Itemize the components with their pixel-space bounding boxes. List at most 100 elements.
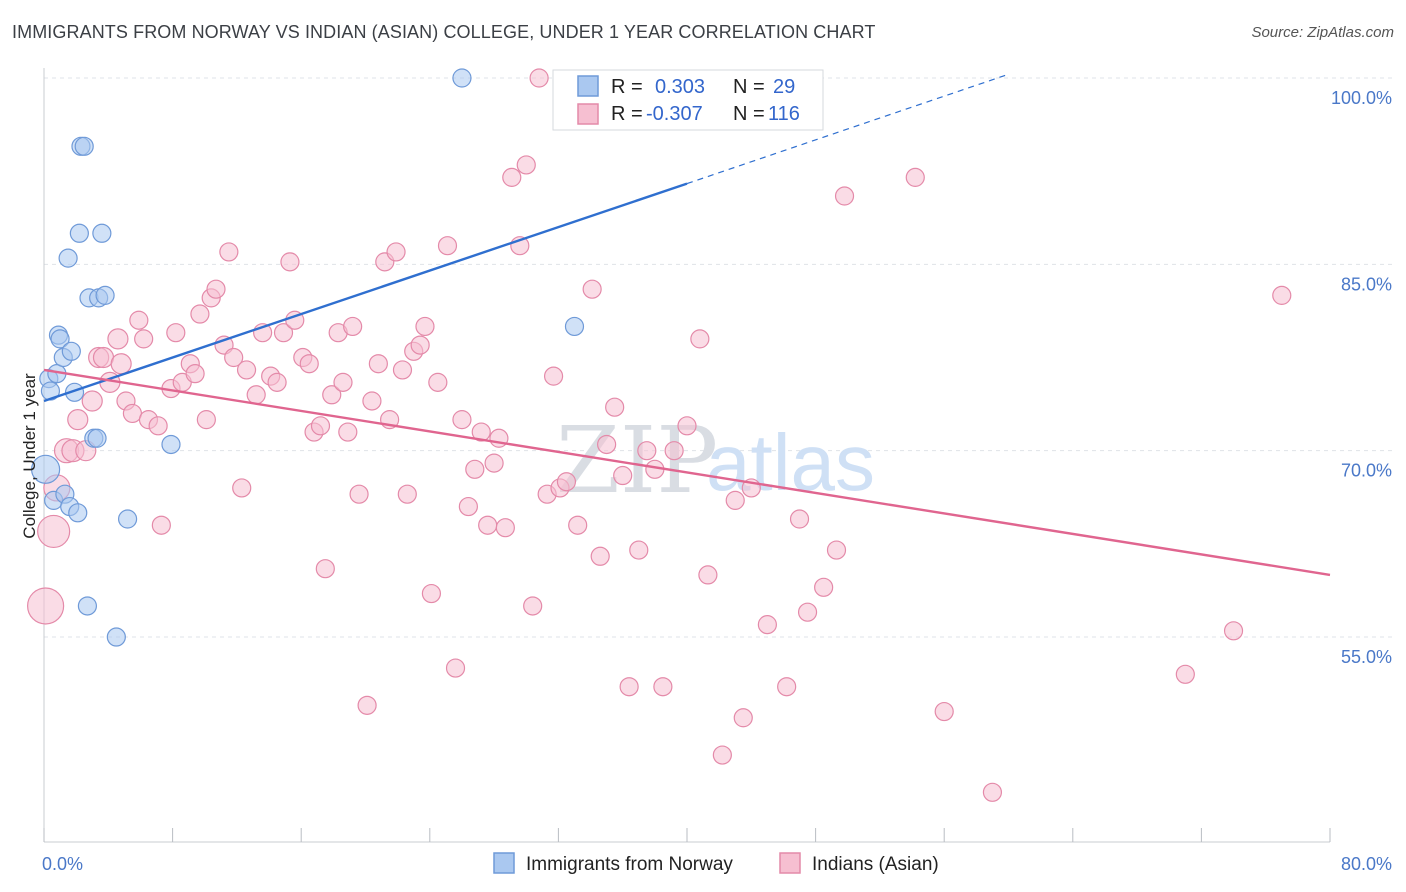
data-point-indians	[677, 416, 697, 436]
data-point-indians	[415, 316, 435, 337]
data-point-indians	[582, 279, 602, 299]
trend-line-indians	[43, 368, 1331, 577]
data-point-indians	[458, 496, 478, 517]
data-point-indians	[190, 304, 210, 324]
data-point-indians	[529, 68, 549, 88]
data-point-indians	[445, 658, 466, 678]
data-point-indians	[590, 546, 610, 566]
data-point-indians	[428, 372, 448, 392]
data-point-indians	[777, 677, 797, 697]
data-point-norway	[117, 509, 138, 529]
x-tick-labels: 0.0% 80.0%	[42, 854, 1392, 874]
data-point-norway	[61, 341, 81, 361]
data-point-indians	[712, 745, 732, 765]
data-point-indians	[516, 155, 536, 175]
data-point-indians	[653, 677, 673, 697]
data-point-indians	[338, 422, 358, 442]
data-point-indians	[797, 602, 818, 622]
y-tick-label: 55.0%	[1341, 647, 1392, 667]
data-point-norway	[68, 503, 88, 523]
data-point-indians	[122, 403, 143, 424]
data-point-indians	[386, 242, 406, 262]
data-point-indians	[568, 515, 588, 535]
data-point-indians	[637, 441, 657, 461]
data-point-indians	[322, 385, 342, 405]
data-point-indians	[556, 472, 577, 492]
data-point-indians	[151, 515, 171, 535]
data-point-norway	[92, 223, 112, 243]
data-point-indians	[814, 577, 834, 597]
data-point-indians	[789, 509, 810, 529]
data-point-indians	[478, 515, 498, 535]
data-point-indians	[362, 391, 382, 411]
source-credit: Source: ZipAtlas.com	[1251, 24, 1394, 41]
chart-title: IMMIGRANTS FROM NORWAY VS INDIAN (ASIAN)…	[12, 22, 876, 42]
legend-n-label: N =	[733, 103, 765, 125]
data-point-indians	[397, 484, 417, 504]
legend-r-value: 0.303	[655, 76, 705, 98]
data-point-indians	[349, 484, 369, 504]
legend-r-label: R =	[611, 103, 643, 125]
data-point-norway	[58, 248, 78, 268]
data-point-indians	[452, 410, 472, 430]
data-point-norway	[69, 223, 89, 243]
data-point-indians	[219, 242, 239, 262]
data-point-indians	[67, 409, 89, 431]
data-point-indians	[232, 478, 252, 498]
data-point-indians	[392, 360, 413, 380]
data-point-norway	[95, 285, 115, 305]
legend-series-indians: Indians (Asian)	[812, 854, 939, 875]
data-point-indians	[495, 518, 515, 538]
y-axis-label: College, Under 1 year	[20, 373, 39, 539]
legend-swatch-pink	[577, 103, 599, 125]
data-point-indians	[1223, 621, 1244, 641]
data-point-norway	[564, 316, 585, 337]
data-point-indians	[1272, 285, 1292, 305]
data-point-indians	[410, 335, 430, 355]
data-point-indians	[502, 167, 522, 187]
data-point-indians	[333, 372, 353, 392]
data-point-indians	[280, 252, 300, 272]
data-point-indians	[110, 353, 132, 375]
legend-swatch-blue	[577, 75, 599, 97]
data-point-indians	[629, 540, 649, 560]
data-point-indians	[224, 347, 244, 368]
data-point-indians	[37, 514, 71, 549]
data-point-norway	[31, 454, 61, 484]
legend-r-value: -0.307	[646, 103, 703, 125]
data-point-indians	[733, 708, 753, 728]
data-point-indians	[757, 615, 777, 635]
legend-n-value: 116	[768, 103, 800, 125]
data-point-indians	[543, 366, 564, 386]
data-point-indians	[148, 416, 168, 436]
legend-swatch-pink	[779, 852, 801, 874]
legend-series-norway: Immigrants from Norway	[526, 854, 733, 875]
trend-line-norway	[43, 182, 688, 403]
data-point-indians	[664, 441, 684, 461]
y-tick-label: 100.0%	[1331, 88, 1392, 108]
data-point-indians	[246, 385, 266, 405]
data-point-indians	[166, 323, 186, 343]
data-point-norway	[77, 596, 98, 616]
data-point-indians	[725, 490, 745, 510]
legend-swatch-blue	[493, 852, 515, 874]
data-point-indians	[315, 559, 335, 579]
data-point-norway	[106, 627, 126, 647]
data-point-norway	[74, 136, 94, 156]
legend-r-label: R =	[611, 76, 643, 98]
data-point-indians	[834, 186, 855, 206]
data-point-indians	[597, 434, 617, 455]
legend-n-value: 29	[773, 76, 795, 98]
y-tick-labels: 55.0% 70.0% 85.0% 100.0%	[1331, 88, 1392, 667]
data-point-indians	[299, 354, 319, 374]
data-point-indians	[484, 453, 504, 473]
data-point-indians	[236, 360, 257, 380]
data-point-norway	[50, 329, 70, 349]
data-point-indians	[471, 422, 491, 442]
data-point-indians	[437, 236, 458, 256]
stats-legend: R = 0.303 N = 29 R = -0.307 N = 116	[552, 69, 824, 131]
data-point-indians	[826, 540, 847, 560]
data-point-indians	[905, 167, 925, 187]
data-point-indians	[698, 565, 718, 585]
legend-n-label: N =	[733, 76, 765, 98]
